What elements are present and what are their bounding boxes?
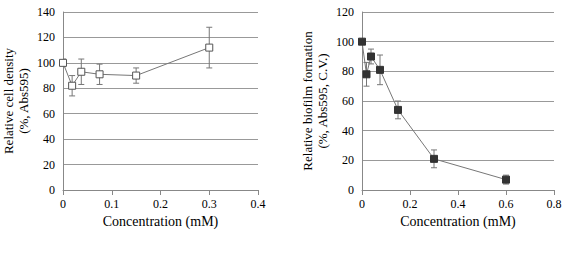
svg-text:Relative biofilm formation: Relative biofilm formation [300,31,315,171]
svg-text:(%, Abs595): (%, Abs595) [16,68,31,134]
svg-text:0.8: 0.8 [547,197,562,211]
svg-text:0: 0 [49,183,55,197]
svg-text:Concentration (mM): Concentration (mM) [103,214,219,230]
svg-text:0: 0 [348,183,354,197]
svg-text:0.6: 0.6 [499,197,514,211]
svg-text:0.2: 0.2 [153,197,168,211]
svg-text:120: 120 [37,30,55,44]
svg-text:100: 100 [37,56,55,70]
svg-text:0: 0 [359,197,365,211]
svg-text:0.3: 0.3 [202,197,217,211]
svg-text:Relative cell density: Relative cell density [1,47,16,154]
svg-text:0.2: 0.2 [403,197,418,211]
svg-text:140: 140 [37,5,55,19]
svg-text:80: 80 [342,64,354,78]
svg-text:40: 40 [342,124,354,138]
svg-text:0: 0 [60,197,66,211]
svg-text:Concentration (mM): Concentration (mM) [400,214,516,230]
svg-text:60: 60 [43,107,55,121]
svg-text:(%, Abs595, C.V.): (%, Abs595, C.V.) [315,53,330,148]
svg-text:120: 120 [336,5,354,19]
svg-text:0.4: 0.4 [251,197,266,211]
svg-text:80: 80 [43,81,55,95]
svg-text:0.4: 0.4 [451,197,466,211]
svg-text:0.1: 0.1 [104,197,119,211]
svg-text:100: 100 [336,35,354,49]
svg-text:20: 20 [342,153,354,167]
svg-text:40: 40 [43,132,55,146]
svg-text:20: 20 [43,158,55,172]
svg-text:60: 60 [342,94,354,108]
